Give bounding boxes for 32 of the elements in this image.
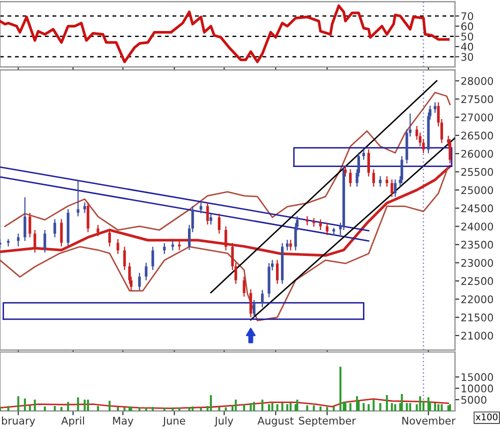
y-tick-label: 26500	[461, 132, 493, 140]
y-tick-label: 40	[461, 42, 474, 51]
x-tick-label: November	[402, 416, 456, 425]
y-tick-label: 23000	[461, 258, 493, 267]
x-tick-label: May	[113, 416, 134, 427]
x-tick-label: April	[61, 416, 84, 427]
y-tick-label: 70	[461, 12, 474, 20]
y-tick-label: 30	[461, 52, 474, 61]
y-tick-label: 15000	[462, 373, 493, 382]
x-tick-label: June	[162, 416, 186, 427]
y-tick-label: 24000	[461, 222, 493, 230]
y-tick-label: 50	[461, 32, 474, 40]
y-tick-label: 27500	[461, 95, 493, 104]
y-tick-label: 22000	[461, 295, 493, 304]
text: x100	[476, 414, 498, 420]
y-tick-label: 25500	[461, 168, 493, 176]
x-tick-label: July	[214, 416, 234, 427]
y-tick-label: 5000	[461, 396, 486, 404]
y-tick-label: 22500	[461, 277, 493, 286]
y-tick-label: 10000	[462, 384, 493, 392]
x-tick-label: August	[258, 416, 294, 427]
y-tick-label: 26000	[461, 150, 493, 158]
y-tick-label: 23500	[461, 240, 493, 249]
y-tick-label: 25000	[461, 186, 493, 194]
y-tick-label: 28000	[461, 77, 493, 85]
y-tick-label: 21000	[461, 332, 493, 340]
y-tick-label: 60	[461, 22, 474, 30]
y-tick-label: 24500	[461, 204, 493, 212]
x-tick-label: bruary	[2, 416, 36, 427]
y-tick-label: 21500	[461, 314, 493, 322]
x-tick-label: September	[299, 416, 356, 427]
y-tick-label: 27000	[461, 113, 493, 122]
